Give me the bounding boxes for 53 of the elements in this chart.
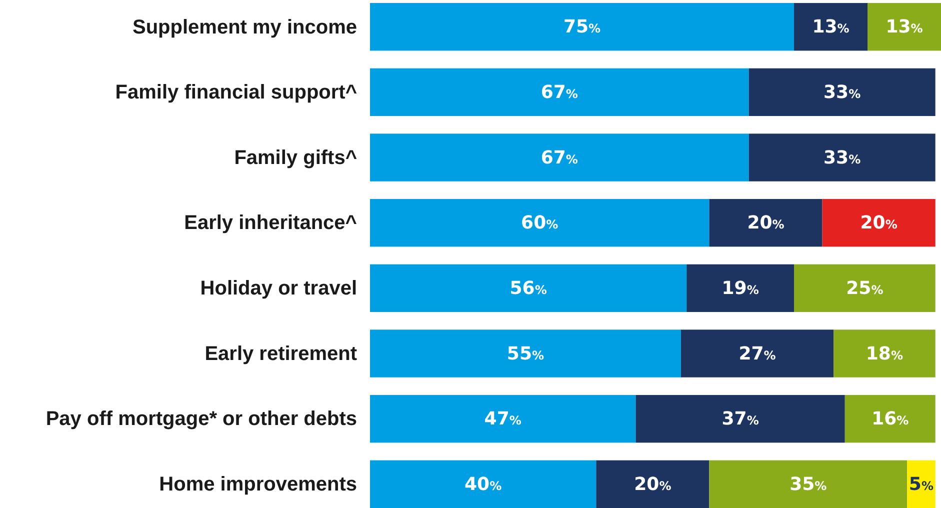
data-label: 56% [510, 278, 547, 299]
bar [844, 394, 936, 443]
data-label: 13% [886, 16, 923, 38]
data-label: 47% [484, 408, 522, 430]
data-label: 55% [506, 343, 544, 364]
data-label: 19% [722, 278, 759, 299]
data-label: 25% [846, 278, 884, 299]
bar [709, 198, 822, 247]
bar [370, 330, 681, 378]
bar [370, 460, 596, 508]
bar [370, 264, 687, 312]
data-label: 16% [872, 408, 909, 430]
data-label: 20% [747, 212, 784, 234]
bar [868, 3, 941, 51]
data-label: 35% [790, 474, 827, 495]
bar [822, 198, 936, 247]
data-label: 67% [540, 147, 578, 168]
bar [370, 68, 749, 116]
data-label: 33% [824, 147, 861, 168]
bar [636, 394, 845, 443]
y-tick-label: Pay off mortgage* or other debts [46, 408, 357, 430]
data-label: 67% [540, 82, 578, 103]
y-tick-label: Early retirement [204, 342, 358, 365]
data-label: 13% [812, 16, 850, 38]
data-label: 5% [908, 474, 934, 495]
data-label: 37% [722, 408, 759, 430]
data-label: 20% [634, 474, 672, 495]
bar [794, 264, 936, 312]
data-label: 18% [866, 343, 904, 364]
bar [794, 3, 868, 51]
data-label: 40% [464, 474, 502, 495]
bar [370, 198, 710, 247]
bar [370, 3, 794, 51]
bar [834, 330, 936, 378]
y-tick-label: Early inheritance^ [184, 212, 358, 234]
y-tick-label: Holiday or travel [200, 278, 357, 300]
y-tick-label: Family financial support^ [115, 82, 358, 104]
data-label: 33% [824, 82, 861, 103]
bar [686, 264, 794, 312]
y-tick-label: Home improvements [159, 474, 357, 496]
data-label: 60% [521, 212, 558, 234]
bar [596, 460, 710, 508]
data-label: 20% [860, 212, 898, 234]
bar [370, 394, 636, 443]
bar [709, 460, 908, 508]
y-tick-label: Supplement my income [132, 16, 357, 38]
bar [748, 68, 936, 116]
bar [748, 134, 936, 182]
bar [370, 134, 749, 182]
bar [680, 330, 834, 378]
data-label: 75% [563, 16, 601, 38]
data-label: 27% [738, 343, 776, 364]
y-tick-label: Family gifts^ [234, 146, 358, 169]
